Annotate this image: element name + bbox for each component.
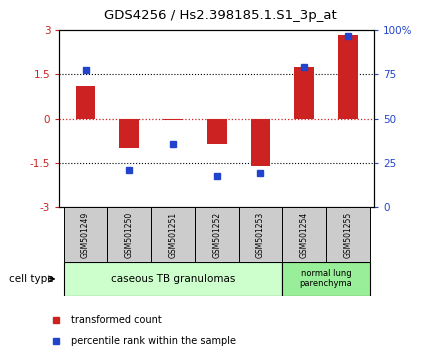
Text: GSM501251: GSM501251	[169, 211, 177, 258]
Text: GSM501255: GSM501255	[343, 211, 352, 258]
Bar	[107, 207, 151, 262]
Text: transformed count: transformed count	[71, 315, 162, 325]
Bar	[207, 119, 227, 144]
Text: GSM501250: GSM501250	[125, 211, 134, 258]
Text: normal lung
parenchyma: normal lung parenchyma	[300, 269, 352, 289]
Bar	[238, 207, 282, 262]
Text: cell type: cell type	[9, 274, 53, 284]
Bar	[250, 119, 270, 166]
Bar	[282, 207, 326, 262]
Text: percentile rank within the sample: percentile rank within the sample	[71, 336, 236, 346]
Bar	[294, 67, 314, 119]
Text: GSM501253: GSM501253	[256, 211, 265, 258]
Bar	[64, 262, 282, 296]
Bar	[76, 86, 95, 119]
Bar	[151, 207, 195, 262]
Bar	[326, 207, 370, 262]
Bar	[163, 119, 183, 120]
Bar	[120, 119, 139, 148]
Text: GSM501252: GSM501252	[212, 211, 221, 258]
Text: GSM501249: GSM501249	[81, 211, 90, 258]
Bar	[338, 34, 358, 119]
Bar	[64, 207, 107, 262]
Text: GDS4256 / Hs2.398185.1.S1_3p_at: GDS4256 / Hs2.398185.1.S1_3p_at	[104, 9, 336, 22]
Bar	[282, 262, 370, 296]
Text: caseous TB granulomas: caseous TB granulomas	[111, 274, 235, 284]
Bar	[195, 207, 238, 262]
Text: GSM501254: GSM501254	[300, 211, 308, 258]
